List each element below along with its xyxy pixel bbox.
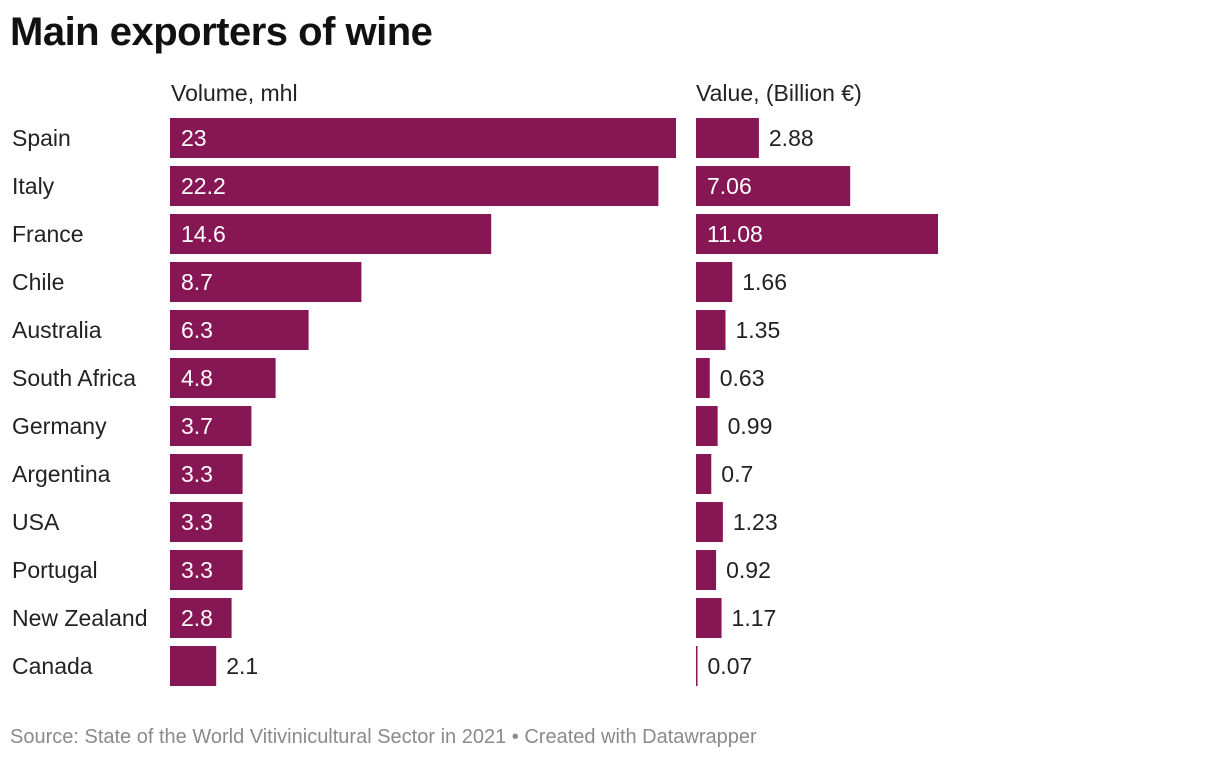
value-data-label-south-africa: 0.63 [720,365,765,391]
volume-bar-germany [170,406,252,446]
value-data-label-portugal: 0.92 [726,557,771,583]
value-data-label-italy: 7.06 [707,173,752,199]
category-label-usa: USA [12,509,60,535]
volume-data-label-south-africa: 4.8 [181,365,213,391]
category-label-argentina: Argentina [12,461,111,487]
category-label-chile: Chile [12,269,64,295]
category-label-spain: Spain [12,125,71,151]
volume-data-label-germany: 3.7 [181,413,213,439]
volume-bar-australia [170,310,309,350]
value-data-label-australia: 1.35 [735,317,780,343]
volume-bar-france [170,214,492,254]
category-label-germany: Germany [12,413,107,439]
volume-data-label-argentina: 3.3 [181,461,213,487]
category-label-france: France [12,221,84,247]
volume-bar-canada [170,646,217,686]
value-bar-new-zealand [696,598,722,638]
value-bar-argentina [696,454,712,494]
value-data-label-france: 11.08 [707,221,763,247]
value-bar-canada [696,646,698,686]
volume-data-label-portugal: 3.3 [181,557,213,583]
volume-bar-usa [170,502,243,542]
value-bar-south-africa [696,358,710,398]
value-data-label-canada: 0.07 [708,653,753,679]
category-label-canada: Canada [12,653,93,679]
volume-data-label-usa: 3.3 [181,509,213,535]
volume-bar-italy [170,166,659,206]
volume-data-label-canada: 2.1 [226,653,258,679]
footer: Source: State of the World Vitivinicultu… [10,726,757,749]
category-label-new-zealand: New Zealand [12,605,148,631]
volume-bar-new-zealand [170,598,232,638]
volume-data-label-australia: 6.3 [181,317,213,343]
value-bar-italy [696,166,851,206]
volume-data-label-spain: 23 [181,125,207,151]
volume-column-header: Volume, mhl [171,80,298,106]
value-column-header: Value, (Billion €) [696,80,862,106]
category-label-south-africa: South Africa [12,365,136,391]
value-data-label-new-zealand: 1.17 [732,605,777,631]
category-label-australia: Australia [12,317,102,343]
volume-data-label-new-zealand: 2.8 [181,605,213,631]
value-bar-chile [696,262,733,302]
volume-data-label-france: 14.6 [181,221,226,247]
value-bar-france [696,214,938,254]
value-data-label-chile: 1.66 [742,269,787,295]
volume-data-label-chile: 8.7 [181,269,213,295]
value-bar-australia [696,310,726,350]
category-label-portugal: Portugal [12,557,98,583]
volume-bar-spain [170,118,676,158]
bar-chart: Spain 23 2.88 Italy 22.2 7.06 France 14.6 11.08 C… [12,118,938,686]
footer-source: Source: State of the World Vitivinicultu… [10,726,507,748]
value-data-label-germany: 0.99 [728,413,773,439]
footer-separator: • [511,726,519,748]
category-label-italy: Italy [12,173,55,199]
value-data-label-spain: 2.88 [769,125,814,151]
volume-data-label-italy: 22.2 [181,173,226,199]
value-bar-portugal [696,550,717,590]
chart-title: Main exporters of wine [10,10,433,54]
value-bar-usa [696,502,723,542]
volume-bar-south-africa [170,358,276,398]
value-data-label-argentina: 0.7 [721,461,753,487]
value-bar-germany [696,406,718,446]
volume-bar-chile [170,262,362,302]
volume-bar-argentina [170,454,243,494]
volume-bar-portugal [170,550,243,590]
footer-credit: Created with Datawrapper [524,726,757,748]
value-data-label-usa: 1.23 [733,509,778,535]
value-bar-spain [696,118,759,158]
